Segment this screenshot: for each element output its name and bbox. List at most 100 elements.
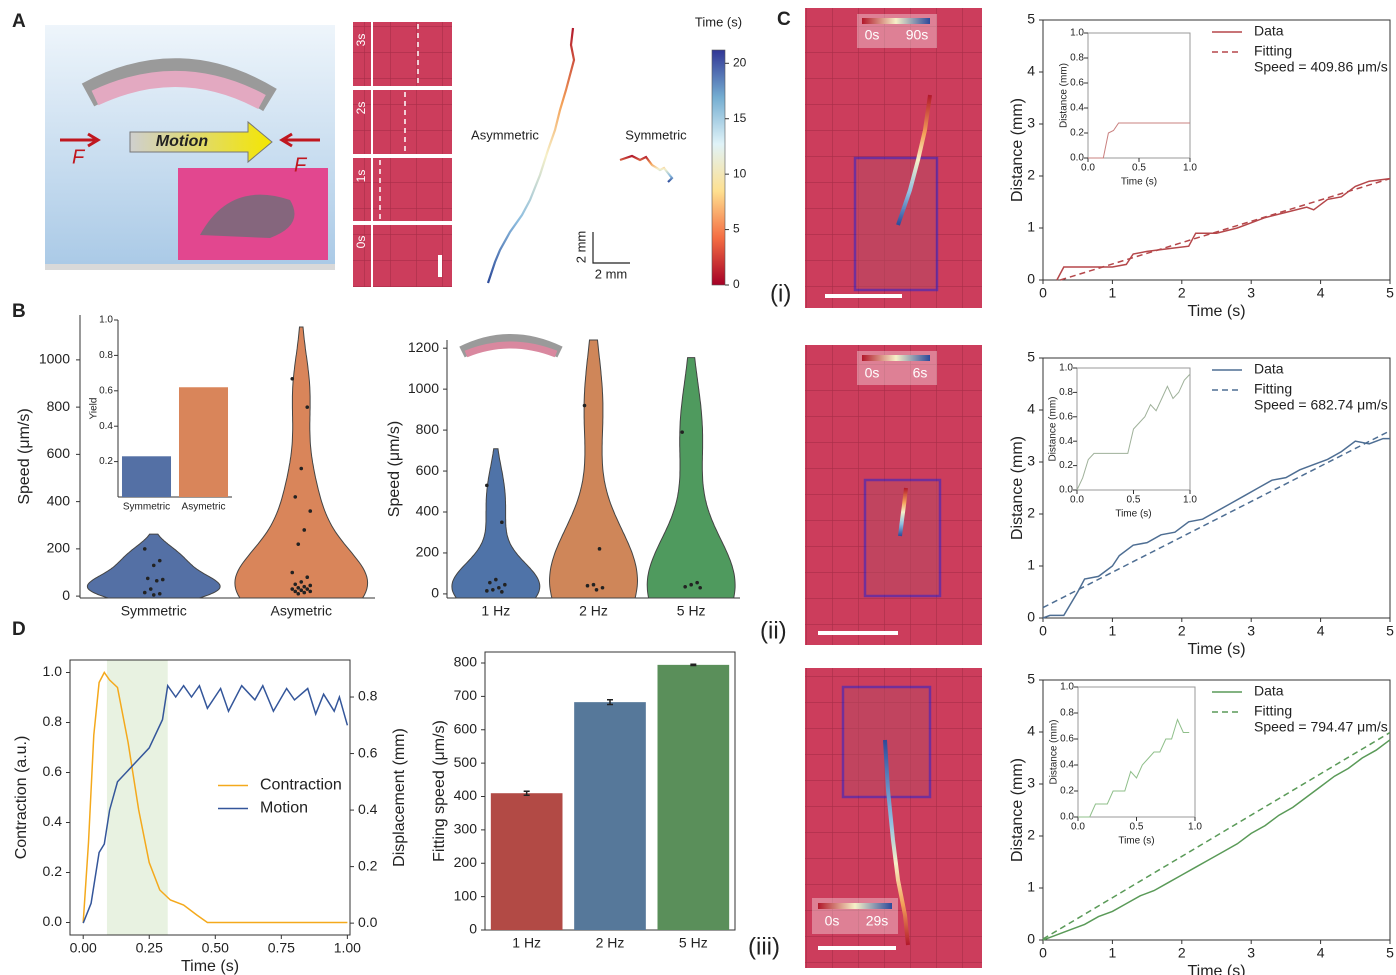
data-point (143, 547, 147, 551)
y-tick-label: 0.8 (1070, 53, 1084, 64)
y-tick-label: 5 (1027, 349, 1035, 365)
y-axis-label: Distance (mm) (1048, 396, 1059, 461)
x-axis-label: Time (s) (181, 958, 239, 975)
data-point (155, 579, 159, 583)
colorbar-tick-label: 0 (733, 277, 740, 291)
y-tick-label: 5 (1027, 671, 1035, 687)
y-axis-label: Distance (mm) (1009, 98, 1026, 202)
colorbar-tick-label: 15 (733, 111, 747, 125)
x-tick-label: 1.0 (1183, 495, 1197, 506)
colorbar-tick-label: 10 (733, 166, 747, 180)
x-tick-label: 1 Hz (512, 935, 541, 951)
motion-label: Motion (156, 133, 209, 150)
x-tick-label: 2 Hz (596, 935, 625, 951)
y-axis-label: Distance (mm) (1059, 63, 1070, 128)
y-axis-label: Contraction (a.u.) (13, 736, 30, 860)
x-tick-label: 0.00 (70, 940, 97, 956)
x-tick-label: 0 (1039, 623, 1047, 639)
panel-label: (i) (770, 280, 791, 307)
y-tick-label: 0.8 (99, 350, 113, 361)
data-point (680, 430, 684, 434)
x-tick-label: 5 (1386, 285, 1394, 301)
x-tick-label: 0 (1039, 945, 1047, 961)
y-tick-label: 800 (454, 654, 478, 670)
y-tick-label: 2 (1027, 505, 1035, 521)
data-point (296, 586, 300, 590)
y-tick-label: 200 (416, 544, 440, 560)
data-point (290, 571, 294, 575)
y-tick-label: 600 (416, 462, 440, 478)
x-tick-label: 0.50 (202, 940, 229, 956)
x-axis-label: Time (s) (1187, 963, 1245, 975)
x-tick-label: 1 (1109, 623, 1117, 639)
y-tick-label: 0.6 (1070, 78, 1084, 89)
data-point (152, 593, 156, 597)
photo-time-label: 29s (866, 913, 889, 929)
y-tick-label: 0.2 (1070, 128, 1084, 139)
y-tick-label: 1 (1027, 219, 1035, 235)
data-point (296, 592, 300, 596)
photo-time-label: 0s (865, 365, 880, 381)
x-tick-label: 4 (1317, 285, 1325, 301)
data-point (485, 589, 489, 593)
y-tick-label: 0 (62, 587, 70, 603)
photo (805, 345, 982, 645)
y-tick-label: 1.0 (1059, 363, 1073, 374)
bar (491, 793, 563, 930)
legend-label: Contraction (260, 777, 342, 794)
violin (647, 358, 735, 598)
y-axis-label: Distance (mm) (1009, 758, 1026, 862)
y-tick-label: 4 (1027, 63, 1035, 79)
scale-label: 2 mm (595, 266, 628, 281)
y-tick-label: 0 (469, 921, 477, 937)
y-tick-label: 0.8 (1060, 708, 1074, 719)
panel-label: (ii) (760, 617, 787, 644)
x-tick-label: 0.0 (1071, 822, 1085, 833)
photo-time-label: 90s (906, 27, 929, 43)
y2-tick-label: 0.6 (358, 744, 378, 760)
data-point (290, 587, 294, 591)
bar (179, 387, 228, 497)
bar (574, 702, 646, 930)
x-tick-label: 0.25 (136, 940, 163, 956)
y2-tick-label: 0.0 (358, 914, 378, 930)
y-tick-label: 200 (454, 854, 478, 870)
x-tick-label: 1.0 (1183, 163, 1197, 174)
legend-annotation: Speed = 409.86 μm/s (1254, 59, 1388, 75)
y-tick-label: 800 (416, 421, 440, 437)
x-tick-label: Asymetric (182, 502, 226, 513)
x-tick-label: 0.0 (1070, 495, 1084, 506)
data-point (143, 591, 147, 595)
page: A B C D (i) (ii) (iii) Motion F F 3s 2s … (0, 0, 1396, 975)
y-tick-label: 2 (1027, 167, 1035, 183)
data-point (601, 586, 605, 590)
y-tick-label: 0.4 (43, 813, 63, 829)
data-point (491, 588, 495, 592)
force-label: F (72, 146, 86, 168)
data-point (158, 559, 162, 563)
legend-label: Data (1254, 683, 1284, 699)
photo-time-label: 0s (865, 27, 880, 43)
violin (550, 340, 638, 598)
data-point (592, 583, 596, 587)
photo-time-label: 0s (825, 913, 840, 929)
y-tick-label: 400 (47, 492, 71, 508)
panel-label: (iii) (748, 933, 780, 960)
data-point (308, 584, 312, 588)
y-tick-label: 1 (1027, 557, 1035, 573)
y-tick-label: 3 (1027, 775, 1035, 791)
data-point (695, 581, 699, 585)
y-tick-label: 3 (1027, 453, 1035, 469)
violin (452, 449, 540, 598)
data-point (299, 580, 303, 584)
data-point (308, 509, 312, 513)
y-tick-label: 0.2 (1059, 460, 1073, 471)
photo-time-label: 6s (913, 365, 928, 381)
colorbar (712, 50, 725, 285)
y-tick-label: 0.2 (43, 863, 63, 879)
legend-label: Data (1254, 361, 1284, 377)
y-tick-label: 0 (1027, 609, 1035, 625)
frame-label: 3s (354, 34, 368, 47)
data-point (302, 528, 306, 532)
y-axis-label: Speed (μm/s) (16, 408, 33, 504)
